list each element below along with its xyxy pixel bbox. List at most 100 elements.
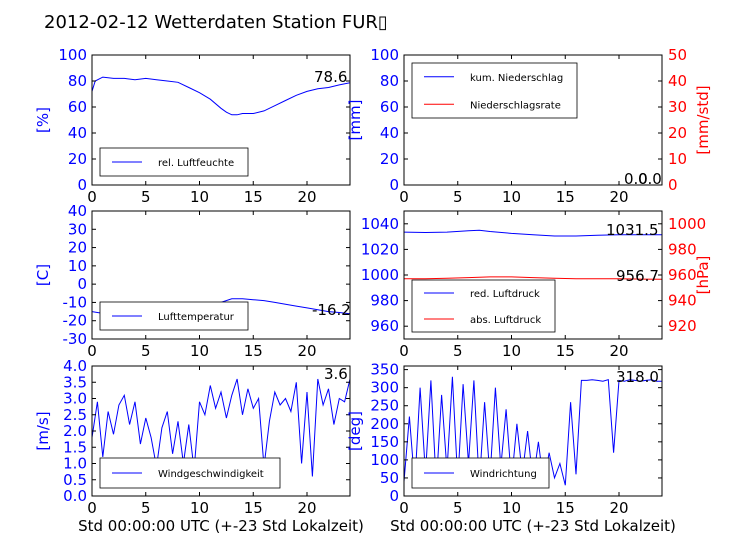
value-annotation-humidity: 78.6 (314, 68, 347, 86)
x-tick-label-winddir: 20 (609, 499, 628, 517)
legend-label-windspeed-0: Windgeschwindigkeit (158, 469, 264, 480)
y-tick-label-winddir: 0 (389, 487, 399, 505)
legend-label-precipitation-1: Niederschlagsrate (470, 100, 561, 111)
x-tick-label-pressure: 5 (453, 342, 463, 360)
x-tick-label-winddir: 5 (453, 499, 463, 517)
y-tick-label-right-precipitation: 30 (668, 98, 687, 116)
y-tick-label-pressure: 1000 (361, 266, 399, 284)
y-tick-label-windspeed: 4.0 (63, 357, 87, 375)
y-tick-label-precipitation: 100 (370, 46, 399, 64)
y-axis-label-temperature: [C] (34, 264, 52, 286)
axes-frame-humidity (91, 54, 351, 186)
y-tick-label-winddir: 250 (370, 397, 399, 415)
y-tick-label-right-pressure: 960 (668, 266, 697, 284)
y-tick-label-winddir: 100 (370, 451, 399, 469)
x-tick-label-windspeed: 5 (141, 499, 151, 517)
x-tick-label-temperature: 15 (244, 342, 263, 360)
y-tick-label-windspeed: 1.5 (63, 438, 87, 456)
y-tick-label-temperature: 20 (68, 239, 87, 257)
x-tick-label-pressure: 15 (556, 342, 575, 360)
x-tick-label-humidity: 0 (87, 188, 97, 206)
legend-label-pressure-0: red. Luftdruck (470, 289, 540, 300)
y-tick-label-pressure: 1040 (361, 215, 399, 233)
y-tick-label-windspeed: 3.5 (63, 373, 87, 391)
legend-label-winddir-0: Windrichtung (470, 469, 537, 480)
y-tick-label-pressure: 960 (370, 317, 399, 335)
axes-frame-precipitation (403, 54, 663, 186)
y-tick-label-windspeed: 1.0 (63, 455, 87, 473)
y-tick-label-windspeed: 0.0 (63, 487, 87, 505)
y-tick-label-windspeed: 2.0 (63, 422, 87, 440)
y-tick-label-right-precipitation: 10 (668, 150, 687, 168)
y-tick-label-precipitation: 20 (380, 150, 399, 168)
panel-temperature: 0 5 10 15 20-30-20-10010203040[C]Lufttempera… (34, 202, 351, 360)
series-line-pressure-1 (404, 276, 662, 280)
legend-label-humidity-0: rel. Luftfeuchte (158, 158, 234, 169)
x-tick-label-pressure: 10 (502, 342, 521, 360)
y-tick-label-right-pressure: 1000 (668, 215, 706, 233)
y-tick-label-precipitation: 40 (380, 124, 399, 142)
value-annotation-windspeed: 3.6 (324, 365, 348, 383)
x-tick-label-precipitation: 15 (556, 188, 575, 206)
x-tick-label-windspeed: 20 (297, 499, 316, 517)
legend-label-temperature-0: Lufttemperatur (158, 312, 235, 323)
y-tick-label-precipitation: 60 (380, 98, 399, 116)
x-tick-label-precipitation: 5 (453, 188, 463, 206)
y-tick-label-right-precipitation: 40 (668, 72, 687, 90)
x-tick-label-precipitation: 10 (502, 188, 521, 206)
x-tick-label-winddir: 0 (399, 499, 409, 517)
y-tick-label-right-pressure: 940 (668, 292, 697, 310)
x-tick-label-pressure: 0 (399, 342, 409, 360)
panel-precipitation: 0 5 10 15 20 0 20 40 60 80 100 0 10 20 30 40 50 [mm] [mm/s… (346, 46, 712, 206)
legend-winddir: Windrichtung (411, 457, 550, 489)
y-tick-label-windspeed: 0.5 (63, 471, 87, 489)
y-tick-label-humidity: 80 (68, 72, 87, 90)
y-tick-label-humidity: 20 (68, 150, 87, 168)
y-tick-label-temperature: 10 (68, 257, 87, 275)
y-tick-label-right-precipitation: 0 (668, 176, 678, 194)
x-tick-label-humidity: 5 (141, 188, 151, 206)
y-tick-label-temperature: -20 (63, 312, 88, 330)
x-tick-label-temperature: 20 (297, 342, 316, 360)
x-tick-label-winddir: 15 (556, 499, 575, 517)
value-annotation-right-pressure: 956.7 (616, 267, 659, 285)
panel-windspeed: 0 5 10 15 20 0.00.51.01.52.02.53.03.54.0 [m/s]… (34, 357, 364, 535)
legend-pressure: red. Luftdruck abs. Luftdruck (411, 279, 556, 333)
axes-frame-temperature (91, 210, 351, 340)
y-tick-label-temperature: -30 (63, 330, 88, 348)
y-axis-label-precipitation: [mm] (346, 100, 364, 141)
y-tick-label-humidity: 40 (68, 124, 87, 142)
y-tick-label-temperature: -10 (63, 293, 88, 311)
legend-label-pressure-1: abs. Luftdruck (470, 315, 541, 326)
y-tick-label-windspeed: 2.5 (63, 406, 87, 424)
legend-precipitation: kum. Niederschlag Niederschlagsrate (411, 62, 578, 119)
x-axis-label-windspeed: Std 00:00:00 UTC (+-23 Std Lokalzeit) (78, 517, 364, 535)
x-tick-label-windspeed: 10 (190, 499, 209, 517)
series-line-windspeed-0 (92, 378, 350, 477)
y-axis-label-winddir: [deg] (346, 411, 364, 451)
series-line-humidity-0 (92, 76, 350, 116)
y-tick-label-winddir: 300 (370, 379, 399, 397)
y-tick-label-windspeed: 3.0 (63, 390, 87, 408)
y-axis-label-humidity: [%] (34, 107, 52, 133)
x-tick-label-temperature: 5 (141, 342, 151, 360)
y-axis-label-right-pressure: [hPa] (694, 256, 712, 295)
legend-windspeed: Windgeschwindigkeit (99, 457, 281, 489)
panel-humidity: 0 5 10 15 20 0 20 40 60 80 100 [%] rel. Luftfeuchte 7… (34, 46, 351, 206)
legend-temperature: Lufttemperatur (99, 301, 249, 331)
y-tick-label-right-pressure: 980 (668, 240, 697, 258)
y-tick-label-winddir: 350 (370, 361, 399, 379)
y-tick-label-humidity: 60 (68, 98, 87, 116)
y-tick-label-pressure: 1020 (361, 240, 399, 258)
y-tick-label-right-precipitation: 20 (668, 124, 687, 142)
legend-box-precipitation (411, 62, 578, 119)
x-tick-label-humidity: 15 (244, 188, 263, 206)
y-tick-label-precipitation: 80 (380, 72, 399, 90)
value-annotation-right-precipitation: 0.0 (638, 170, 662, 188)
y-tick-label-winddir: 50 (380, 469, 399, 487)
legend-label-precipitation-0: kum. Niederschlag (470, 73, 563, 84)
y-tick-label-pressure: 980 (370, 292, 399, 310)
